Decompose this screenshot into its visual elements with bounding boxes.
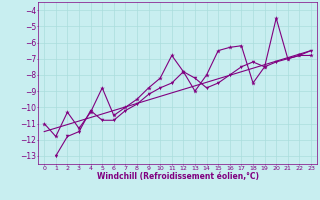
X-axis label: Windchill (Refroidissement éolien,°C): Windchill (Refroidissement éolien,°C) bbox=[97, 172, 259, 181]
